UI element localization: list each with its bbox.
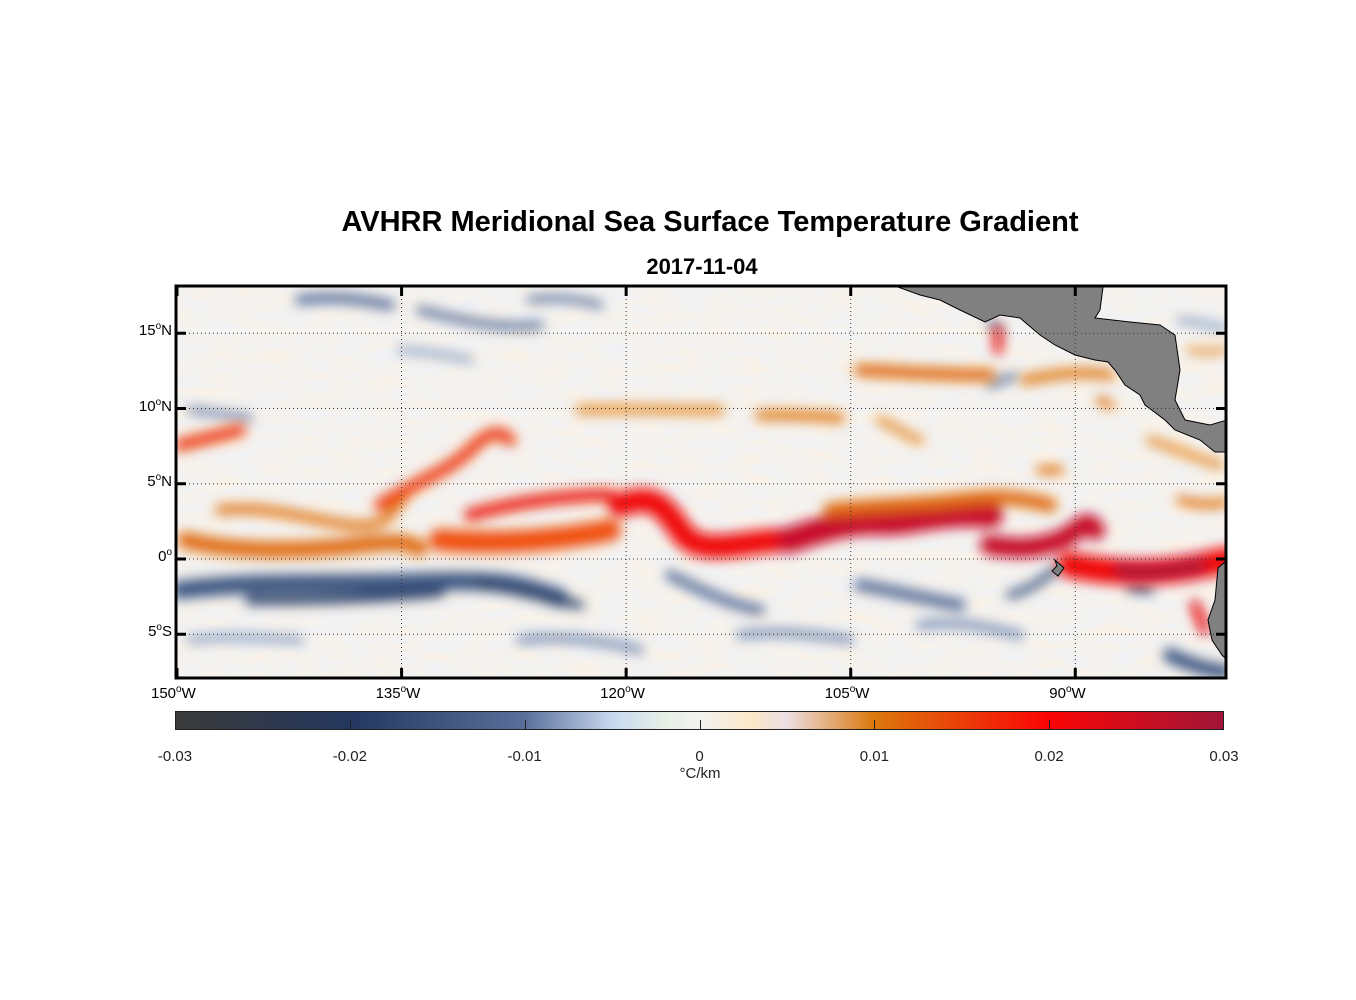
degree-symbol: o xyxy=(156,622,162,634)
degree-symbol: o xyxy=(155,471,162,483)
colorbar-tick-label: 0.03 xyxy=(1209,748,1239,765)
degree-symbol: o xyxy=(155,396,162,408)
colorbar-tick-mark xyxy=(524,720,526,730)
lat-tick-label: 5oN xyxy=(147,472,172,490)
chart-subtitle: 2017-11-04 xyxy=(646,254,758,279)
colorbar-tick-label: -0.01 xyxy=(507,748,542,765)
tick-hemisphere: N xyxy=(161,322,172,340)
colorbar-units-label: °C/km xyxy=(679,765,721,782)
tick-number: 5 xyxy=(148,623,157,641)
tick-hemisphere: N xyxy=(161,397,172,415)
positive-gradient-features xyxy=(177,325,1225,635)
tick-hemisphere: W xyxy=(406,685,421,702)
graticule xyxy=(177,287,1225,677)
lon-tick-label: 90oW xyxy=(1049,684,1085,702)
lat-tick-label: 15oN xyxy=(139,321,172,339)
tick-number: 105 xyxy=(824,685,850,702)
map-frame xyxy=(174,284,1228,680)
sst-gradient-field xyxy=(177,287,1225,677)
colorbar-tick-label: 0 xyxy=(695,748,704,765)
colorbar-tick-mark xyxy=(1049,720,1051,730)
colorbar-tick-label: -0.03 xyxy=(157,748,193,765)
lon-tick-label: 105oW xyxy=(825,684,870,702)
land-central-america xyxy=(897,287,1225,453)
colorbar-tick-mark xyxy=(699,720,701,730)
colorbar-tick-mark xyxy=(349,720,351,730)
tick-hemisphere: W xyxy=(181,685,196,702)
tick-number: 5 xyxy=(147,472,156,490)
degree-symbol: o xyxy=(849,684,856,695)
lon-tick-label: 135oW xyxy=(376,684,421,702)
tick-number: 0 xyxy=(158,548,167,565)
tick-hemisphere: W xyxy=(855,685,870,702)
tick-hemisphere: S xyxy=(161,623,172,641)
colorbar-tick-label: -0.02 xyxy=(332,748,367,765)
negative-gradient-features xyxy=(177,292,1225,677)
tick-number: 90 xyxy=(1049,685,1066,702)
tick-hemisphere: W xyxy=(630,685,645,702)
colorbar-tick-mark xyxy=(874,720,876,730)
degree-symbol: o xyxy=(1065,684,1072,695)
lat-tick-label: 0o xyxy=(158,547,172,565)
degree-symbol: o xyxy=(155,321,162,333)
lat-tick-label: 5oS xyxy=(148,622,172,640)
tick-hemisphere: W xyxy=(1071,685,1086,702)
tick-number: 10 xyxy=(138,397,156,415)
colorbar-tick-label: 0.02 xyxy=(1034,748,1064,765)
axis-ticks xyxy=(175,286,1226,678)
chart-title: AVHRR Meridional Sea Surface Temperature… xyxy=(341,206,1079,238)
tick-number: 150 xyxy=(151,685,177,702)
tick-hemisphere: N xyxy=(161,472,172,490)
lon-tick-label: 150oW xyxy=(151,684,196,702)
tick-number: 120 xyxy=(600,685,626,702)
tick-number: 15 xyxy=(138,322,156,340)
tick-number: 135 xyxy=(375,685,401,702)
colorbar-tick-label: 0.01 xyxy=(859,748,889,765)
degree-symbol: o xyxy=(400,684,407,695)
degree-symbol: o xyxy=(176,684,182,695)
lat-tick-label: 10oN xyxy=(139,397,172,415)
land-galapagos xyxy=(1051,558,1065,577)
degree-symbol: o xyxy=(625,684,631,695)
lon-tick-label: 120oW xyxy=(600,684,645,702)
degree-symbol: o xyxy=(166,547,172,558)
